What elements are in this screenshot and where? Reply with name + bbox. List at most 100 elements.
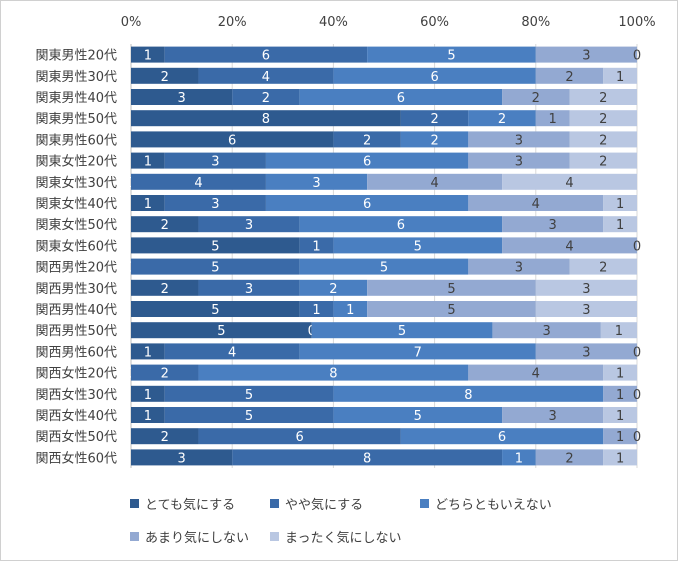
- bar-segment: [131, 343, 165, 360]
- data-label: 0: [633, 388, 641, 403]
- data-label: 3: [312, 176, 320, 191]
- bar-segment: [131, 173, 266, 190]
- bar-segment: [535, 343, 637, 360]
- legend-swatch: [270, 532, 279, 541]
- data-label: 5: [217, 324, 225, 339]
- y-tick-label: 関西女性50代: [35, 429, 117, 445]
- bar-segment: [299, 343, 536, 360]
- bar-segment: [198, 279, 300, 296]
- data-label: 6: [498, 430, 506, 445]
- data-label: 4: [430, 176, 438, 191]
- data-label: 1: [515, 451, 523, 466]
- data-label: 2: [363, 133, 371, 148]
- bar-segment: [502, 216, 604, 233]
- data-label: 5: [245, 388, 253, 403]
- bar-segment: [299, 216, 503, 233]
- data-label: 3: [582, 49, 590, 64]
- data-label: 3: [245, 218, 253, 233]
- data-label: 4: [228, 345, 236, 360]
- data-label: 5: [447, 282, 455, 297]
- bar-segment: [535, 110, 570, 127]
- legend-label: あまり気にしない: [145, 531, 250, 546]
- data-label: 1: [144, 197, 152, 212]
- data-label: 1: [616, 70, 624, 85]
- bar-segment: [492, 322, 601, 339]
- bar-segment: [164, 385, 334, 402]
- y-tick-label: 関西女性40代: [35, 408, 117, 424]
- data-label: 3: [549, 409, 557, 424]
- bar-segment: [468, 152, 570, 169]
- bar-segment: [131, 89, 233, 105]
- data-label: 4: [565, 176, 573, 191]
- bar-segment: [131, 385, 165, 402]
- bar-segment: [164, 407, 334, 423]
- bar-segment: [468, 258, 570, 275]
- legend-swatch: [270, 499, 279, 508]
- data-label: 2: [565, 451, 573, 466]
- data-label: 3: [515, 155, 523, 170]
- bar-segment: [299, 258, 469, 275]
- bar-segment: [333, 131, 401, 148]
- data-label: 6: [363, 155, 371, 170]
- data-label: 5: [211, 261, 219, 276]
- data-label: 8: [464, 388, 472, 403]
- y-tick-label: 関西男性30代: [35, 282, 117, 297]
- bar-segment: [131, 152, 165, 169]
- data-label: 6: [363, 197, 371, 212]
- bar-segment: [569, 258, 637, 275]
- y-tick-label: 関東男性30代: [35, 69, 117, 85]
- bar-segment: [400, 131, 469, 148]
- data-label: 4: [194, 176, 202, 191]
- y-tick-label: 関東女性50代: [35, 217, 117, 233]
- bar-segment: [198, 428, 401, 445]
- bar-segment: [535, 301, 637, 317]
- data-label: 4: [532, 197, 540, 212]
- data-label: 1: [616, 430, 624, 445]
- bar-segment: [131, 364, 199, 381]
- data-label: 4: [565, 239, 573, 254]
- data-label: 1: [346, 303, 354, 318]
- data-label: 1: [312, 239, 320, 254]
- bar-segment: [603, 407, 637, 423]
- data-label: 3: [515, 261, 523, 276]
- bar-segment: [468, 131, 570, 148]
- bar-segment: [468, 110, 536, 127]
- bar-segment: [198, 216, 300, 233]
- data-label: 1: [616, 197, 624, 212]
- y-tick-label: 関東女性40代: [35, 196, 117, 212]
- data-label: 3: [245, 282, 253, 297]
- y-tick-label: 関西女性60代: [35, 450, 117, 466]
- legend-label: とても気にする: [145, 498, 236, 513]
- data-label: 1: [616, 409, 624, 424]
- bar-segment: [367, 173, 503, 190]
- data-label: 2: [599, 91, 607, 106]
- data-label: 1: [144, 388, 152, 403]
- data-label: 3: [543, 324, 551, 339]
- bar-segment: [603, 428, 637, 445]
- x-tick-label: 20%: [218, 15, 247, 30]
- data-label: 2: [565, 70, 573, 85]
- y-tick-label: 関西男性60代: [35, 345, 117, 360]
- bar-segment: [198, 67, 334, 84]
- bar-segment: [468, 195, 604, 211]
- data-label: 1: [312, 303, 320, 318]
- data-label: 2: [161, 430, 169, 445]
- data-label: 8: [363, 451, 371, 466]
- bar-segment: [569, 89, 637, 105]
- bar-segment: [131, 195, 165, 211]
- bar-segment: [299, 301, 334, 317]
- bar-segment: [333, 67, 536, 84]
- data-label: 2: [430, 112, 438, 127]
- legend-item: やや気にする: [270, 494, 363, 513]
- legend-item: どちらともいえない: [420, 494, 552, 513]
- bar-segment: [131, 110, 401, 127]
- data-label: 5: [211, 239, 219, 254]
- bar-segment: [603, 364, 637, 381]
- data-label: 7: [414, 345, 422, 360]
- y-tick-label: 関東男性20代: [35, 48, 117, 64]
- data-label: 6: [296, 430, 304, 445]
- x-tick-label: 0%: [121, 15, 142, 30]
- bar-segment: [603, 385, 637, 402]
- bar-segment: [535, 67, 604, 84]
